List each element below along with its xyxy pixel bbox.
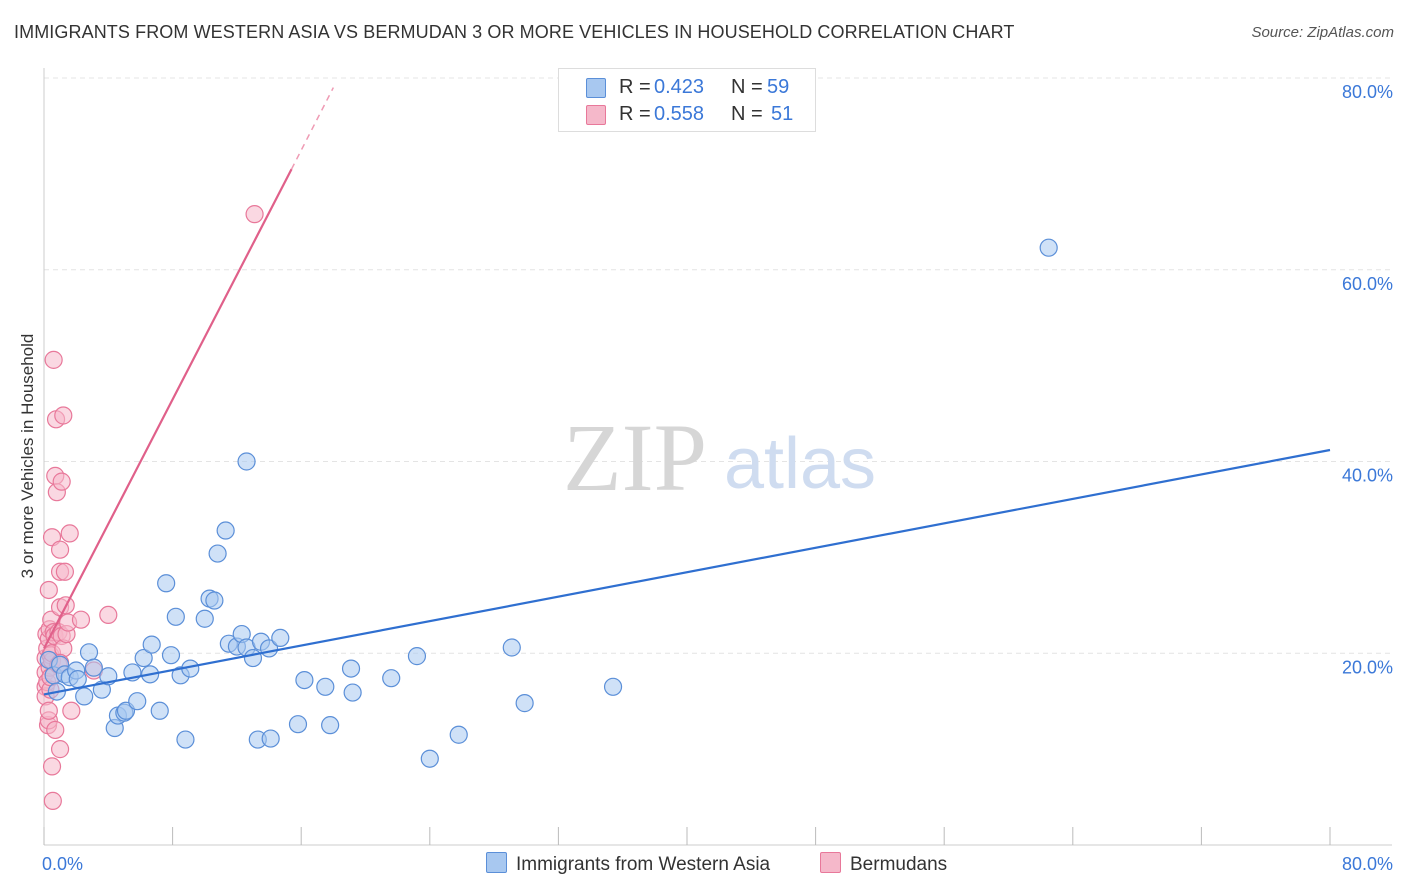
western-asia-point <box>195 609 214 628</box>
western-asia-point <box>84 658 103 677</box>
bermudans-point <box>39 701 58 720</box>
bermudans-point <box>54 406 73 425</box>
western-asia-point <box>176 730 195 749</box>
bermudans-point <box>39 580 58 600</box>
x-tick-label: 80.0% <box>1342 854 1393 874</box>
bermudans-swatch <box>586 105 606 125</box>
n-label: N = <box>731 103 763 125</box>
watermark-zip: ZIP <box>563 404 707 511</box>
western-asia-point <box>316 677 335 696</box>
western-asia-point <box>449 725 468 744</box>
stats-row-western-asia: R = 0.423 N = 59 <box>559 73 815 101</box>
bermudans-point <box>50 540 70 559</box>
bermudans-point <box>44 350 63 369</box>
bermudans-point <box>245 205 264 224</box>
western-asia-point <box>237 452 256 471</box>
bermudans-point <box>62 701 81 720</box>
x-tick-label: 0.0% <box>42 854 83 874</box>
western-asia-point <box>261 729 280 748</box>
western-asia-point <box>157 574 176 593</box>
y-tick-label: 60.0% <box>1342 274 1393 294</box>
y-tick-label: 20.0% <box>1342 657 1393 677</box>
legend-label-western-asia: Immigrants from Western Asia <box>516 854 771 875</box>
western-asia-legend-swatch <box>486 852 507 873</box>
western-asia-point <box>407 647 427 666</box>
western-asia-point <box>603 677 623 696</box>
western-asia-point <box>502 638 521 657</box>
r-label: R = <box>619 103 651 125</box>
bermudans-trend-line <box>43 168 293 649</box>
western-asia-point <box>295 670 314 690</box>
western-asia-swatch <box>586 78 606 98</box>
stats-row-bermudans: R = 0.558 N = 51 <box>559 100 815 128</box>
legend-item-bermudans[interactable]: Bermudans <box>820 852 947 876</box>
western-asia-point <box>420 749 439 768</box>
trend-lines <box>43 87 1331 696</box>
r-value-western-asia: 0.423 <box>654 76 705 98</box>
bermudans-point <box>50 740 70 759</box>
bermudans-point <box>46 720 65 740</box>
y-tick-label: 80.0% <box>1342 82 1393 102</box>
western-asia-point <box>79 643 99 662</box>
western-asia-point <box>134 648 153 668</box>
watermark-atlas: atlas <box>724 424 876 504</box>
bermudans-point <box>55 562 74 581</box>
western-asia-point <box>515 694 534 713</box>
western-asia-point <box>271 628 290 648</box>
western-asia-point <box>321 716 340 735</box>
r-value-bermudans: 0.558 <box>654 103 705 125</box>
bermudans-point <box>71 610 91 629</box>
n-value-western-asia: 59 <box>767 76 790 98</box>
western-asia-point <box>382 669 401 688</box>
western-asia-trend-line <box>43 448 1331 696</box>
western-asia-point <box>142 635 161 654</box>
bermudans-point <box>42 757 62 776</box>
bermudans-points <box>36 205 264 810</box>
legend-item-western-asia[interactable]: Immigrants from Western Asia <box>486 852 770 876</box>
bermudans-legend-swatch <box>820 852 841 873</box>
western-asia-points <box>39 238 1058 768</box>
western-asia-point <box>68 670 87 689</box>
bermudans-point <box>60 524 79 543</box>
n-value-bermudans: 51 <box>771 103 794 125</box>
r-label: R = <box>619 76 651 98</box>
western-asia-point <box>216 521 235 540</box>
western-asia-point <box>243 648 263 668</box>
western-asia-point <box>166 607 185 626</box>
stats-box: R = 0.423 N = 59 R = 0.558 N = 51 <box>558 68 816 132</box>
chart-title: IMMIGRANTS FROM WESTERN ASIA VS BERMUDAN… <box>14 22 1015 42</box>
western-asia-point <box>208 544 227 563</box>
y-tick-label: 40.0% <box>1342 466 1393 486</box>
bermudans-trend-extension <box>290 87 335 170</box>
source-credit: Source: ZipAtlas.com <box>1251 24 1394 41</box>
western-asia-point <box>150 701 169 720</box>
western-asia-point <box>341 659 361 678</box>
bermudans-point <box>43 791 62 810</box>
western-asia-point <box>75 687 94 706</box>
n-label: N = <box>731 76 763 98</box>
tick-labels: 20.0% 40.0% 60.0% 80.0% 0.0% 80.0% <box>42 82 1393 874</box>
legend-label-bermudans: Bermudans <box>850 854 948 875</box>
western-asia-point <box>1039 238 1058 257</box>
watermark: ZIP atlas <box>563 404 876 511</box>
western-asia-point <box>128 692 147 711</box>
western-asia-point <box>288 715 308 734</box>
western-asia-point <box>343 683 362 702</box>
western-asia-point <box>205 591 224 610</box>
bermudans-point <box>99 605 118 625</box>
western-asia-point <box>161 646 181 665</box>
bermudans-point <box>52 472 71 491</box>
